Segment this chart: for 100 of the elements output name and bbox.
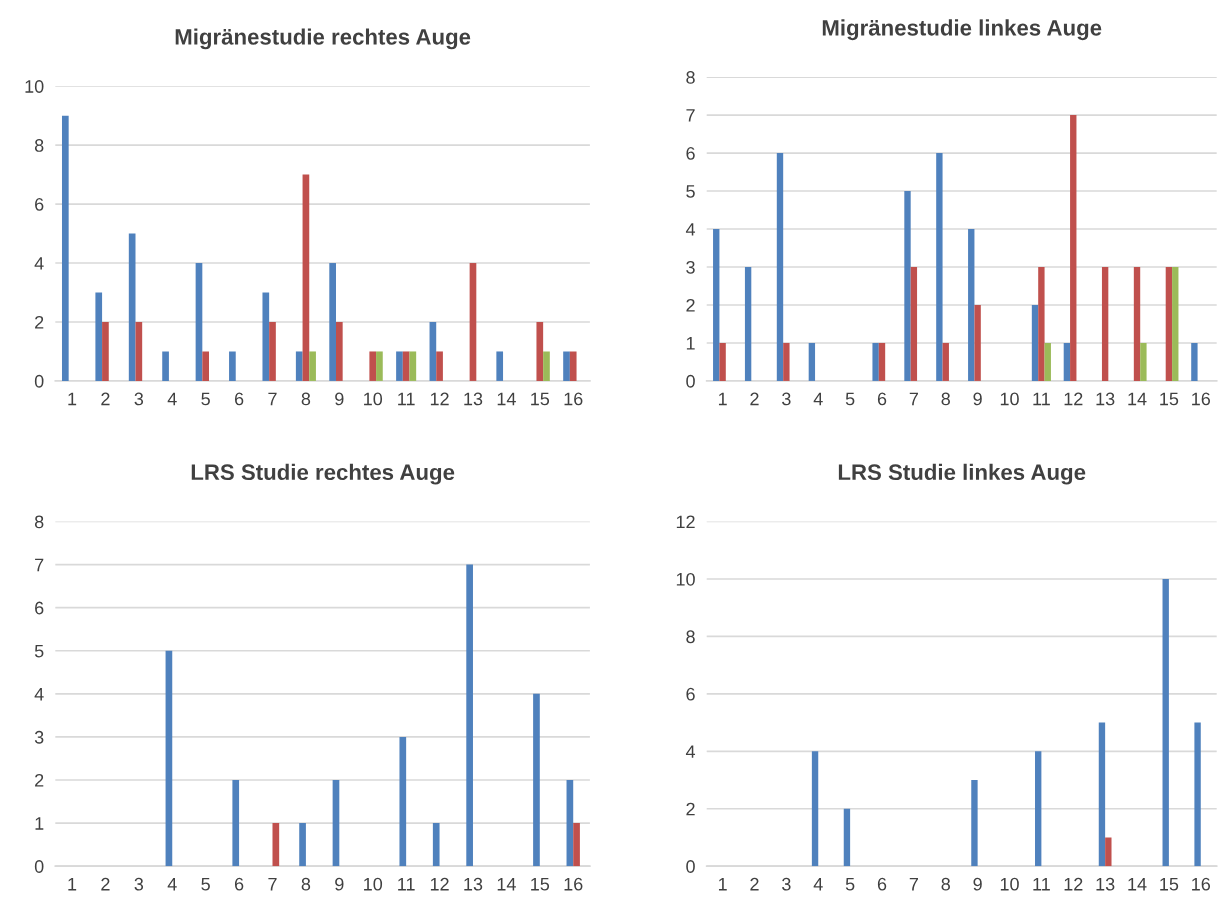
bar — [1044, 342, 1051, 381]
bar — [744, 267, 752, 381]
bar — [432, 823, 440, 867]
y-tick-label: 12 — [676, 515, 695, 529]
bar — [968, 229, 975, 381]
bar — [1140, 342, 1147, 381]
bar — [95, 292, 103, 381]
bar — [563, 351, 570, 381]
x-tick-label: 2 — [101, 877, 110, 891]
x-tick-label: 16 — [1192, 877, 1211, 891]
x-tick-label: 15 — [531, 392, 550, 406]
x-tick-label: 4 — [167, 392, 177, 406]
bar — [904, 191, 911, 381]
x-tick-label: 9 — [335, 392, 344, 406]
bar — [309, 351, 316, 381]
bar — [843, 808, 851, 867]
x-tick-label: 3 — [134, 392, 144, 406]
bar — [329, 263, 336, 381]
x-tick-label: 14 — [1128, 392, 1147, 406]
bar — [102, 321, 109, 381]
y-tick-label: 8 — [686, 71, 695, 84]
bar — [496, 351, 504, 381]
x-tick-label: 7 — [909, 877, 918, 891]
y-tick-label: 3 — [34, 730, 44, 744]
bar — [436, 351, 443, 381]
bar — [396, 351, 403, 381]
bar — [1172, 267, 1179, 381]
y-tick-label: 2 — [686, 298, 695, 312]
y-tick-label: 4 — [685, 223, 696, 236]
x-tick-label: 10 — [364, 392, 383, 406]
x-tick-label: 9 — [973, 877, 982, 891]
bar — [1162, 578, 1169, 867]
bar — [536, 321, 544, 381]
x-tick-label: 2 — [101, 392, 110, 406]
bar — [872, 342, 879, 381]
bar — [335, 321, 343, 381]
x-tick-label: 5 — [845, 392, 855, 406]
y-tick-label: 6 — [35, 198, 44, 211]
bar — [269, 321, 276, 381]
y-tick-label: 4 — [34, 257, 44, 270]
bar — [1133, 267, 1141, 381]
bar — [1105, 837, 1112, 867]
bar — [135, 321, 143, 381]
x-tick-label: 15 — [1160, 392, 1179, 406]
x-tick-label: 1 — [68, 392, 77, 406]
y-tick-label: 1 — [686, 337, 695, 350]
x-tick-label: 12 — [430, 392, 449, 406]
x-tick-label: 12 — [430, 877, 449, 891]
x-tick-label: 13 — [1096, 392, 1115, 406]
bar — [776, 153, 784, 381]
y-tick-label: 6 — [686, 146, 695, 160]
bar — [1194, 722, 1201, 867]
x-tick-label: 13 — [1096, 877, 1115, 891]
x-tick-label: 4 — [813, 877, 823, 891]
y-tick-label: 10 — [25, 80, 44, 93]
bar — [971, 780, 978, 867]
bar — [202, 351, 210, 381]
y-tick-label: 8 — [34, 515, 44, 529]
bar — [61, 115, 69, 381]
y-tick-label: 8 — [34, 139, 44, 152]
x-tick-label: 2 — [750, 877, 759, 891]
bar — [1165, 267, 1173, 381]
x-tick-label: 9 — [335, 877, 344, 891]
x-tick-label: 10 — [364, 877, 383, 891]
x-tick-label: 11 — [398, 392, 415, 406]
x-tick-label: 1 — [718, 392, 727, 406]
bar — [195, 263, 203, 381]
bar — [713, 229, 720, 381]
bar — [910, 267, 918, 381]
bar — [332, 780, 340, 867]
x-tick-label: 1 — [68, 877, 77, 891]
bar — [299, 823, 306, 867]
chart-title: Migränestudie rechtes Auge — [175, 28, 471, 50]
bar — [429, 321, 437, 381]
x-tick-label: 2 — [750, 392, 759, 406]
bar — [573, 823, 580, 867]
x-tick-label: 16 — [564, 877, 583, 891]
y-tick-label: 5 — [686, 185, 695, 198]
y-tick-label: 4 — [34, 687, 44, 701]
chart-title: LRS Studie rechtes Auge — [191, 463, 455, 485]
x-tick-label: 5 — [845, 877, 855, 891]
x-tick-label: 14 — [497, 392, 516, 406]
bar — [1101, 267, 1109, 381]
x-tick-label: 5 — [201, 392, 210, 406]
bar — [1070, 115, 1077, 381]
x-tick-label: 6 — [234, 392, 244, 406]
x-tick-label: 16 — [1192, 392, 1211, 406]
x-tick-label: 5 — [201, 877, 210, 891]
bar — [402, 351, 410, 381]
bar — [1063, 342, 1071, 381]
bar — [878, 342, 886, 381]
x-tick-label: 7 — [909, 392, 918, 406]
x-tick-label: 12 — [1064, 392, 1083, 406]
bar — [533, 693, 540, 867]
x-tick-label: 8 — [941, 877, 950, 891]
y-tick-label: 8 — [686, 630, 695, 644]
x-tick-label: 4 — [813, 392, 823, 406]
bar — [1031, 304, 1039, 381]
bar — [469, 263, 477, 381]
y-tick-label: 4 — [685, 745, 696, 758]
